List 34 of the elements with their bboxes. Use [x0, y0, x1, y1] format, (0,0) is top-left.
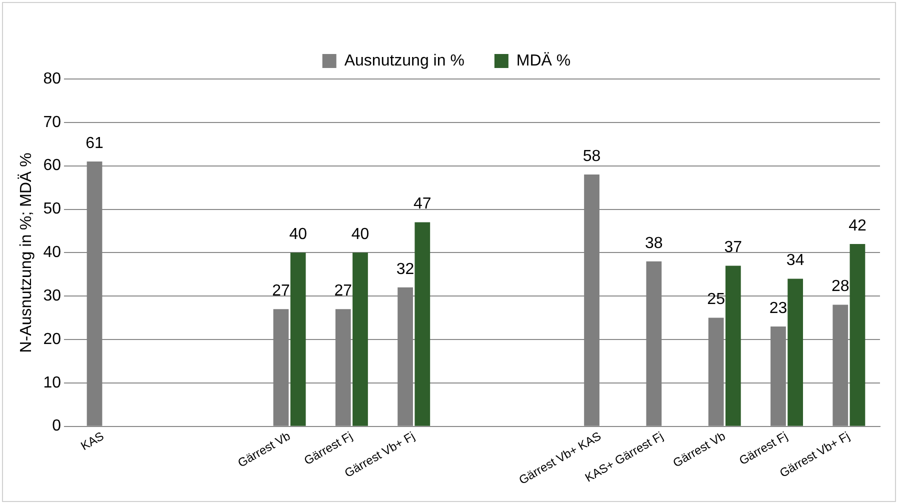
- data-label: 25: [707, 291, 726, 308]
- bar: [850, 244, 866, 426]
- data-label: 38: [645, 234, 663, 252]
- bar: [414, 222, 430, 426]
- data-label: 47: [413, 196, 432, 213]
- y-tick-label: 70: [43, 114, 62, 131]
- data-label: 42: [848, 217, 866, 234]
- y-tick-label: 10: [43, 374, 62, 392]
- data-label: 37: [724, 239, 742, 256]
- data-label: 58: [582, 148, 601, 165]
- data-label: 40: [289, 226, 308, 244]
- bar: [290, 252, 306, 426]
- y-tick-label: 50: [43, 200, 62, 218]
- data-label: 32: [396, 260, 414, 278]
- data-label: 27: [334, 282, 352, 300]
- data-label: 40: [351, 226, 370, 244]
- legend-label: Ausnutzung in %: [344, 52, 464, 70]
- data-label: 28: [831, 278, 850, 296]
- y-tick-label: 80: [43, 70, 62, 88]
- data-label: 61: [86, 134, 104, 152]
- x-tick-label: KAS: [78, 428, 106, 454]
- y-tick-label: 60: [43, 157, 62, 174]
- y-tick-label: 40: [43, 244, 62, 262]
- data-label: 23: [769, 300, 788, 317]
- y-tick-label: 20: [43, 330, 62, 348]
- legend-label: MDÄ %: [516, 51, 571, 70]
- y-tick-label: 0: [52, 418, 62, 435]
- bar: [352, 252, 368, 426]
- data-label: 34: [786, 252, 804, 270]
- bar: [725, 266, 741, 426]
- y-tick-label: 30: [43, 287, 62, 304]
- data-label: 27: [272, 282, 290, 300]
- bar: [788, 278, 804, 426]
- y-axis-title: N-Ausnutzung in %; MDÄ %: [17, 152, 36, 353]
